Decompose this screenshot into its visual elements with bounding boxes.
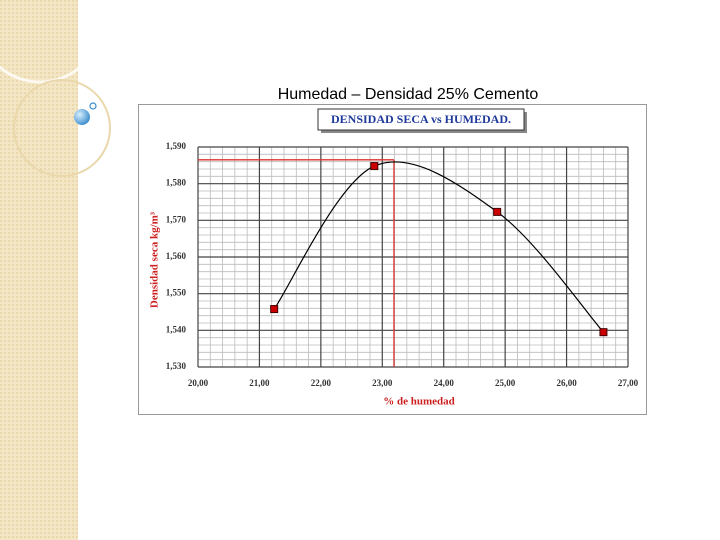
slide-title: Humedad – Densidad 25% Cemento: [278, 86, 539, 103]
chart-frame: [138, 104, 647, 415]
y-axis-label: Densidad seca kg/m³: [149, 211, 161, 308]
y-tick-label: 1,590: [166, 141, 187, 151]
chart-title: DENSIDAD SECA vs HUMEDAD.: [331, 112, 511, 126]
y-tick-label: 1,560: [166, 251, 187, 261]
x-tick-label: 20,00: [188, 378, 209, 388]
y-tick-label: 1,550: [166, 288, 187, 298]
x-tick-label: 23,00: [372, 378, 393, 388]
series-line: [273, 161, 604, 333]
x-tick-label: 25,00: [495, 378, 516, 388]
title-box: [317, 108, 525, 131]
y-tick-label: 1,530: [166, 361, 187, 371]
data-point: [493, 207, 502, 216]
y-tick-label: 1,570: [166, 214, 187, 224]
deco-ring: [0, 0, 104, 84]
data-point: [370, 162, 379, 171]
data-point: [270, 305, 279, 314]
x-axis-label: % de humedad: [383, 396, 455, 408]
y-tick-label: 1,540: [166, 324, 187, 334]
x-tick-label: 26,00: [556, 378, 577, 388]
x-tick-label: 27,00: [618, 378, 639, 388]
deco-ball: [74, 109, 90, 125]
deco-ring: [13, 79, 111, 177]
x-tick-label: 24,00: [434, 378, 455, 388]
x-tick-label: 22,00: [311, 378, 332, 388]
data-point: [599, 328, 608, 337]
side-strip: [0, 0, 78, 540]
deco-dot: [89, 102, 97, 110]
x-tick-label: 21,00: [249, 378, 270, 388]
y-tick-label: 1,580: [166, 178, 187, 188]
